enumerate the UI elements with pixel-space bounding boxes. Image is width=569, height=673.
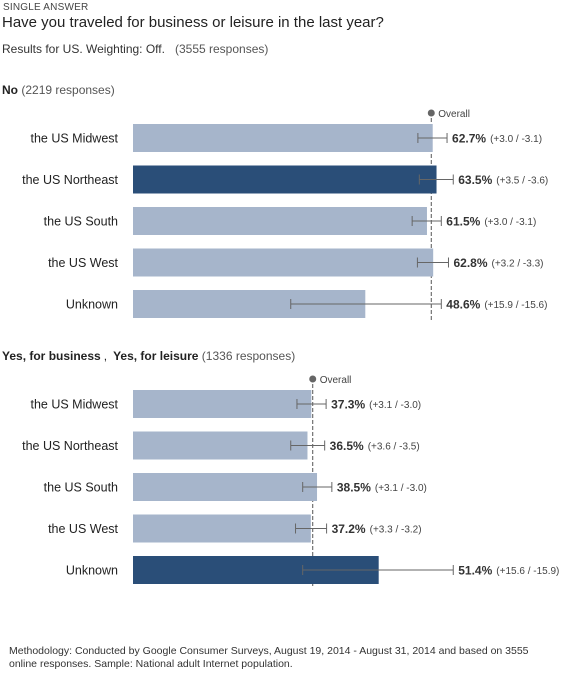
- bar: [133, 390, 312, 418]
- category-label: Unknown: [66, 564, 118, 578]
- value-label: 63.5%: [458, 173, 492, 187]
- category-label: Unknown: [66, 298, 118, 312]
- error-label: (+3.6 / -3.5): [368, 442, 420, 453]
- category-label: the US South: [44, 215, 118, 229]
- category-label: the US West: [48, 522, 118, 536]
- error-label: (+3.1 / -3.0): [369, 400, 421, 411]
- bar-chart: Overall the US Midwest 62.7% (+3.0 / -3.1) t…: [22, 109, 559, 588]
- overall-marker: [427, 109, 435, 117]
- error-label: (+3.3 / -3.2): [370, 525, 422, 536]
- bar: [133, 514, 311, 543]
- overall-label: Overall: [438, 109, 470, 120]
- value-label: 38.5%: [337, 481, 371, 495]
- section-responses: (2219 responses): [21, 83, 115, 97]
- results-meta-text: Results for US. Weighting: Off.: [2, 42, 165, 56]
- value-label: 48.6%: [446, 298, 480, 312]
- category-label: the US South: [44, 481, 118, 495]
- category-label: the US Northeast: [22, 439, 118, 453]
- category-label: the US Midwest: [30, 398, 118, 412]
- total-responses: (3555 responses): [174, 42, 269, 56]
- error-label: (+3.1 / -3.0): [375, 483, 427, 494]
- results-meta: Results for US. Weighting: Off. (3555 re…: [2, 42, 268, 56]
- error-label: (+15.6 / -15.9): [496, 566, 559, 577]
- error-label: (+3.2 / -3.3): [492, 259, 544, 270]
- category-label: the US West: [48, 256, 118, 270]
- section-title-label: No: [2, 83, 18, 97]
- value-label: 62.7%: [452, 132, 486, 146]
- question-type-label: SINGLE ANSWER: [3, 2, 89, 13]
- bar: [133, 473, 318, 501]
- value-label: 62.8%: [453, 256, 487, 270]
- section-title-separator: ,: [103, 349, 108, 363]
- section-title-label: Yes, for leisure: [113, 349, 199, 363]
- error-label: (+3.0 / -3.1): [490, 134, 542, 145]
- error-label: (+3.0 / -3.1): [484, 217, 536, 228]
- value-label: 36.5%: [330, 439, 364, 453]
- overall-label: Overall: [320, 375, 352, 386]
- error-label: (+3.5 / -3.6): [496, 176, 548, 187]
- overall-marker: [309, 375, 317, 383]
- category-label: the US Northeast: [22, 173, 118, 187]
- question-title: Have you traveled for business or leisur…: [2, 14, 384, 31]
- value-label: 61.5%: [446, 215, 480, 229]
- bar: [133, 124, 433, 152]
- section-title-label: Yes, for business: [2, 349, 101, 363]
- bar: [133, 207, 427, 235]
- category-label: the US Midwest: [30, 132, 118, 146]
- section-title-no: No (2219 responses): [2, 83, 115, 97]
- methodology-footer: Methodology: Conducted by Google Consume…: [9, 645, 529, 670]
- bar: [133, 248, 434, 277]
- value-label: 37.2%: [332, 522, 366, 536]
- value-label: 37.3%: [331, 398, 365, 412]
- bar: [133, 165, 437, 194]
- section-title-yes: Yes, for business, Yes, for leisure (1336…: [2, 349, 295, 363]
- value-label: 51.4%: [458, 564, 492, 578]
- section-responses: (1336 responses): [201, 349, 296, 363]
- bar: [133, 431, 308, 460]
- error-label: (+15.9 / -15.6): [484, 300, 547, 311]
